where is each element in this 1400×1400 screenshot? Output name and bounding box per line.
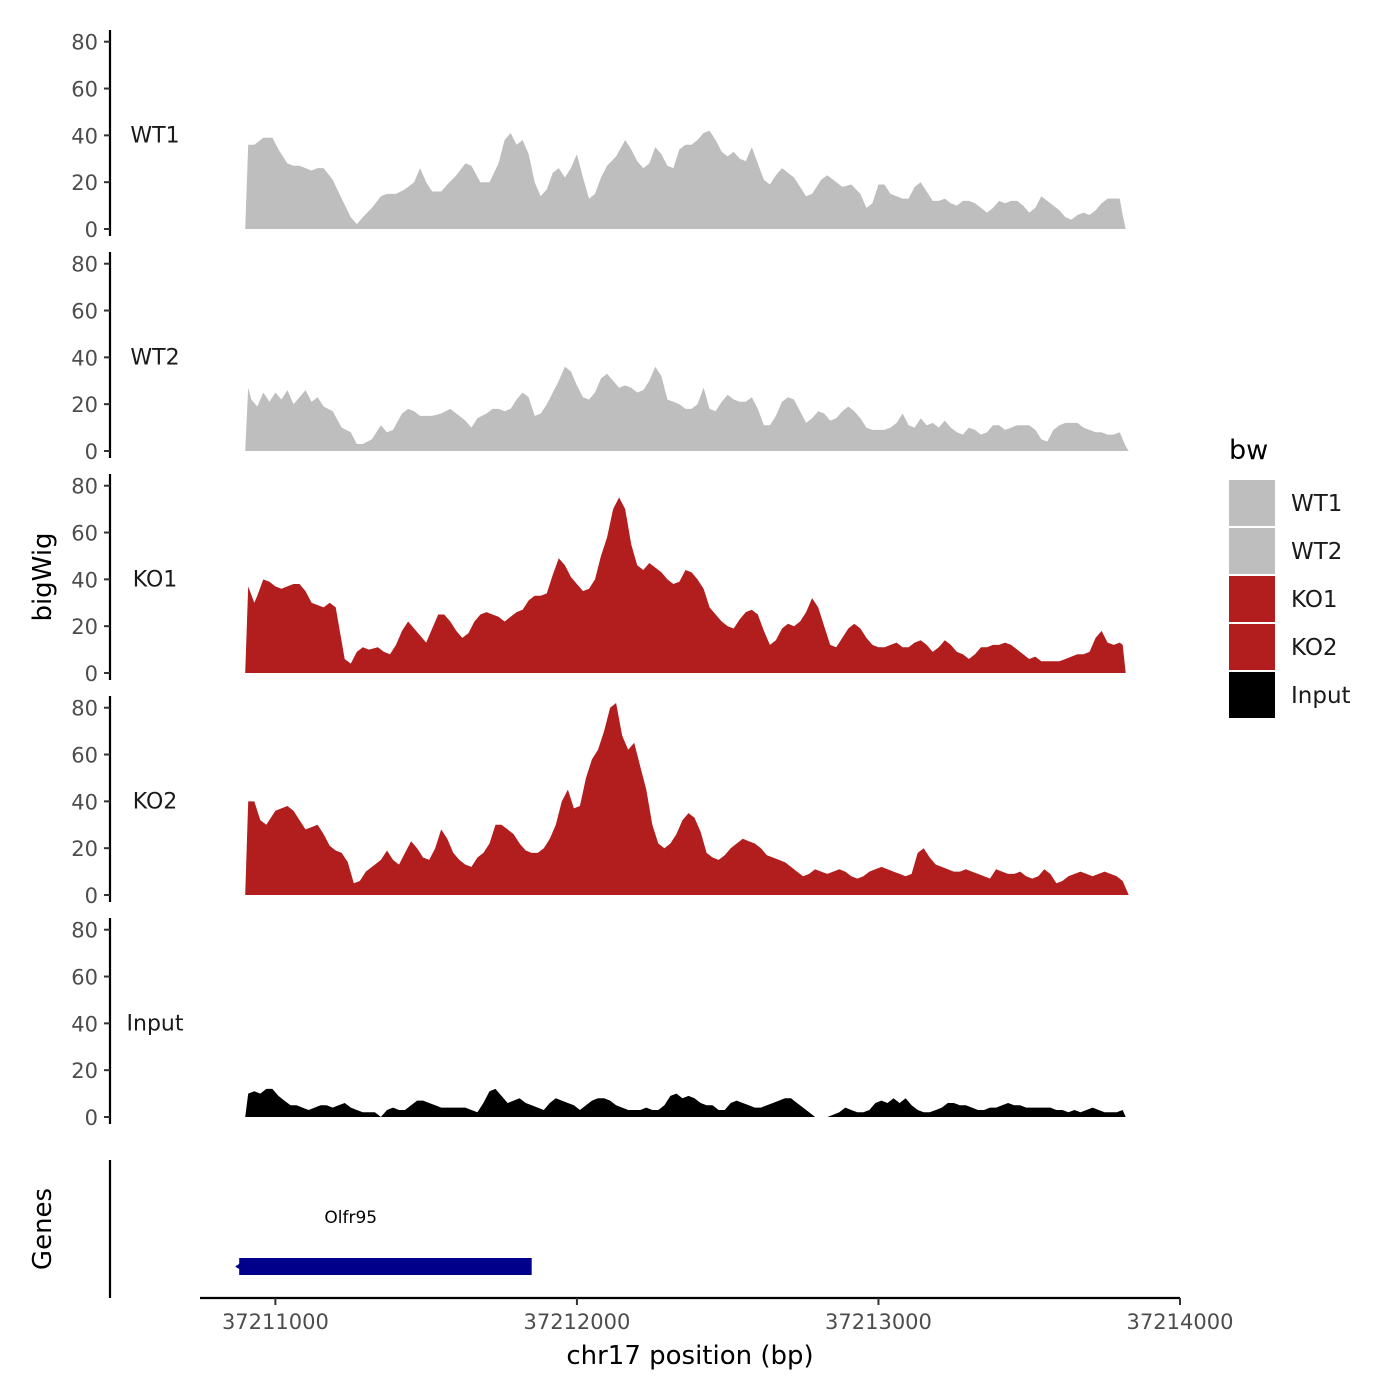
legend-item-ko1: KO1 (1229, 576, 1338, 622)
genes-track-title: Genes (28, 1188, 58, 1270)
y-tick-label: 20 (71, 837, 98, 861)
y-tick-label: 20 (71, 171, 98, 195)
y-tick-label: 20 (71, 615, 98, 639)
y-tick-label: 60 (71, 300, 98, 324)
track-label: KO1 (133, 567, 178, 592)
legend-label: Input (1291, 683, 1351, 709)
y-tick-label: 80 (71, 919, 98, 943)
legend-label: KO1 (1291, 587, 1338, 613)
legend-swatch (1229, 528, 1275, 574)
area-ko2 (245, 703, 1129, 895)
legend-item-input: Input (1229, 672, 1351, 718)
legend-swatch (1229, 576, 1275, 622)
y-tick-label: 20 (71, 393, 98, 417)
track-label: WT2 (130, 345, 179, 370)
y-tick-label: 80 (71, 253, 98, 277)
y-tick-label: 0 (85, 218, 98, 242)
y-tick-label: 80 (71, 697, 98, 721)
legend-label: KO2 (1291, 635, 1338, 661)
legend-item-wt1: WT1 (1229, 480, 1342, 526)
y-tick-label: 40 (71, 346, 98, 370)
legend-item-ko2: KO2 (1229, 624, 1338, 670)
y-tick-label: 60 (71, 522, 98, 546)
area-wt1 (245, 130, 1126, 229)
y-tick-label: 0 (85, 1106, 98, 1130)
gene-label: Olfr95 (324, 1208, 377, 1228)
x-axis: 37211000 37212000 37213000 37214000 (200, 1296, 1234, 1334)
legend-title: bw (1229, 435, 1268, 466)
legend-label: WT1 (1291, 491, 1342, 517)
area-wt2 (245, 366, 1129, 451)
track-ko2: 0 20 40 60 80 KO2 (71, 696, 1129, 908)
track-label: KO2 (133, 789, 178, 814)
legend-swatch (1229, 672, 1275, 718)
y-tick-label: 20 (71, 1059, 98, 1083)
y-tick-label: 40 (71, 124, 98, 148)
area-ko1 (245, 497, 1126, 673)
area-input (245, 1088, 1126, 1117)
x-tick-label: 37213000 (825, 1310, 932, 1334)
x-tick-label: 37212000 (523, 1310, 630, 1334)
legend-item-wt2: WT2 (1229, 528, 1342, 574)
x-axis-title: chr17 position (bp) (566, 1341, 813, 1371)
track-ko1: 0 20 40 60 80 KO1 (71, 474, 1126, 686)
gene-body (239, 1258, 532, 1275)
gene-olfr95: Olfr95 (235, 1208, 532, 1275)
y-tick-label: 0 (85, 662, 98, 686)
track-label: Input (127, 1011, 184, 1036)
tracks-layer: 0 20 40 60 80 WT1 0 20 40 60 80 WT2 0 20 40 60 80 KO1 0 20 4… (71, 30, 1129, 1130)
track-wt2: 0 20 40 60 80 WT2 (71, 252, 1129, 464)
track-wt1: 0 20 40 60 80 WT1 (71, 30, 1126, 242)
y-tick-label: 40 (71, 790, 98, 814)
legend-swatch (1229, 480, 1275, 526)
y-tick-label: 80 (71, 475, 98, 499)
y-tick-label: 40 (71, 1012, 98, 1036)
y-tick-label: 0 (85, 884, 98, 908)
track-input: 0 20 40 60 80 Input (71, 918, 1126, 1130)
y-tick-label: 60 (71, 78, 98, 102)
track-label: WT1 (130, 123, 179, 148)
y-tick-label: 40 (71, 568, 98, 592)
genes-layer: Olfr95 (108, 1160, 532, 1298)
y-axis-title: bigWig (28, 532, 58, 621)
legend: WT1 WT2 KO1 KO2 Input (1229, 480, 1351, 718)
legend-label: WT2 (1291, 539, 1342, 565)
gene-strand-arrow (235, 1262, 243, 1271)
y-tick-label: 80 (71, 31, 98, 55)
y-tick-label: 60 (71, 744, 98, 768)
x-tick-label: 37211000 (222, 1310, 329, 1334)
legend-swatch (1229, 624, 1275, 670)
x-tick-label: 37214000 (1127, 1310, 1234, 1334)
y-tick-label: 0 (85, 440, 98, 464)
y-tick-label: 60 (71, 966, 98, 990)
